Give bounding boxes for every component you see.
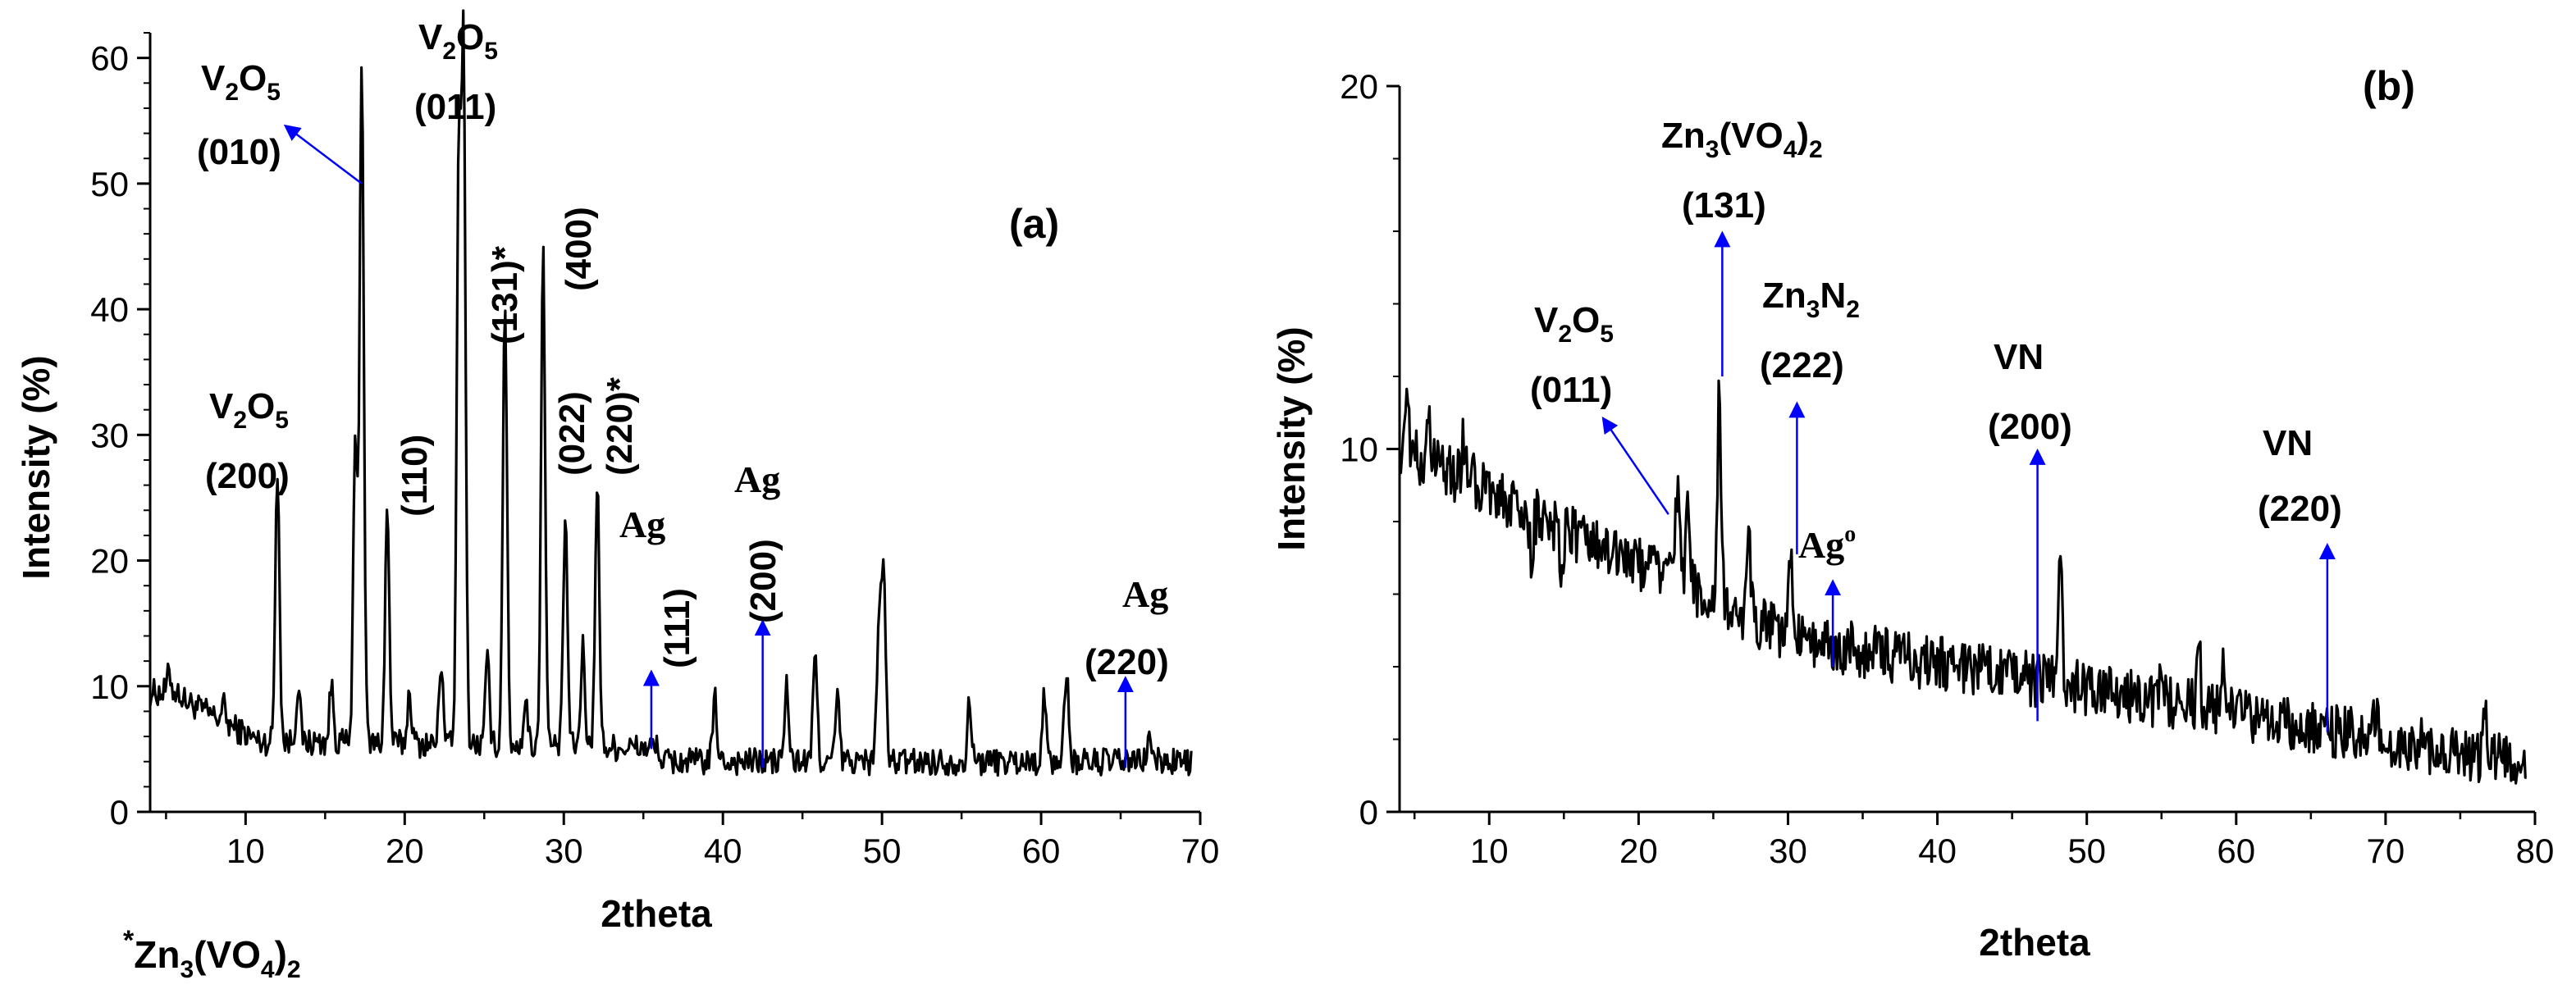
panel-a-footnote: *Zn3(VO4)2 xyxy=(123,925,301,983)
panel-a-arrows xyxy=(283,124,1134,768)
ann-b-zn3n2-formula: Zn3N2 xyxy=(1762,276,1860,323)
panel-b-x-tick-label: 30 xyxy=(1769,832,1807,870)
ann-b-zn3n2-index: (222) xyxy=(1760,345,1844,385)
ann-a-v2o5-010-index: (010) xyxy=(197,132,281,172)
annotation-b-zn3vo42-131: Zn3(VO4)2 (131) xyxy=(1661,116,1823,226)
panel-a-x-tick-label: 60 xyxy=(1022,832,1061,870)
ann-a-v2o5-200-index: (200) xyxy=(205,456,290,496)
panel-b-x-tick-label: 80 xyxy=(2516,832,2555,870)
ann-a-ag-220-index: (220) xyxy=(1085,642,1169,682)
ann-a-ag-200-index: (200) xyxy=(743,539,783,623)
ann-a-v2o5-011-formula: V2O5 xyxy=(418,17,498,65)
panel-b-x-tick-label: 10 xyxy=(1470,832,1509,870)
panel-a-annotation-arrow xyxy=(283,124,363,185)
annotation-b-vn-220: VN (220) xyxy=(2258,423,2342,529)
panel-a-y-axis-title: Intensity (%) xyxy=(15,355,57,579)
ann-a-131-star: (131)* xyxy=(485,245,525,344)
panel-a-x-tick-label: 20 xyxy=(386,832,424,870)
panel-a-y-tick-label: 10 xyxy=(90,668,129,706)
panel-a-y-tick-label: 0 xyxy=(110,793,129,832)
ann-a-400: (400) xyxy=(559,207,599,291)
ann-b-zn3vo42-index: (131) xyxy=(1682,185,1766,226)
panel-a-x-tick-label: 70 xyxy=(1181,832,1220,870)
panel-a-x-tick-label: 50 xyxy=(863,832,902,870)
annotation-b-v2o5-011: V2O5 (011) xyxy=(1530,300,1614,410)
panel-b-x-axis-title: 2theta xyxy=(1979,921,2090,964)
panel-a: 10 20 30 40 50 60 70 0 10 20 30 40 50 60 (a) 2theta I… xyxy=(15,9,1220,983)
panel-a-y-tick-label: 30 xyxy=(90,416,129,454)
panel-b-axes xyxy=(1398,86,2535,814)
panel-b-y-tick-label: 10 xyxy=(1340,431,1378,469)
annotation-a-v2o5-010: V2O5 (010) xyxy=(197,58,281,172)
panel-b-x-tick-label: 60 xyxy=(2217,832,2255,870)
annotation-a-v2o5-200: V2O5 (200) xyxy=(205,386,290,496)
panel-a-x-tick-label: 40 xyxy=(704,832,742,870)
panel-b-x-tick-label: 70 xyxy=(2367,832,2405,870)
panel-b-label: (b) xyxy=(2363,63,2415,109)
panel-a-y-tick-label: 60 xyxy=(90,39,129,78)
ann-b-vn-220-index: (220) xyxy=(2258,489,2342,529)
ann-a-v2o5-011-index: (011) xyxy=(414,87,496,127)
panel-a-x-axis-title: 2theta xyxy=(601,892,712,935)
panel-b-x-tick-label: 50 xyxy=(2067,832,2106,870)
panel-a-y-tick-label: 50 xyxy=(90,165,129,203)
panel-a-y-tick-label: 40 xyxy=(90,290,129,329)
panel-b-y-axis-title: Intensity (%) xyxy=(1270,326,1313,550)
annotation-b-zn3n2-222: Zn3N2 (222) xyxy=(1760,276,1860,385)
ann-b-vn-200-index: (200) xyxy=(1988,407,2072,447)
ann-b-vn-200-element: VN xyxy=(1994,337,2044,377)
ann-a-ag-200-element: Ag xyxy=(734,458,780,500)
panel-b-annotation-arrow xyxy=(1601,416,1669,515)
ann-b-v2o5-index: (011) xyxy=(1530,370,1612,410)
ann-b-ag0: Ago xyxy=(1798,522,1856,566)
ann-a-ag-220-element: Ag xyxy=(1122,573,1168,615)
ann-a-ag-111-element: Ag xyxy=(619,504,665,545)
panel-a-y-tick-label: 20 xyxy=(90,542,129,581)
panel-a-x-tick-label: 30 xyxy=(545,832,583,870)
annotation-b-vn-200: VN (200) xyxy=(1988,337,2072,447)
ann-b-v2o5-formula: V2O5 xyxy=(1534,300,1614,348)
panel-b-ticks: 10 20 30 40 50 60 70 80 0 10 20 xyxy=(1340,67,2554,870)
panel-b-x-tick-label: 20 xyxy=(1619,832,1658,870)
panel-a-label: (a) xyxy=(1009,201,1059,247)
annotation-a-v2o5-011: V2O5 (011) xyxy=(414,17,498,127)
panel-b-arrows xyxy=(1601,230,2336,732)
ann-a-110: (110) xyxy=(395,435,435,517)
panel-b-y-tick-label: 0 xyxy=(1359,793,1378,832)
panel-b-y-tick-label: 20 xyxy=(1340,67,1378,106)
panel-a-x-tick-label: 10 xyxy=(226,832,265,870)
panel-a-diffraction-trace xyxy=(148,9,1193,777)
panel-b: 10 20 30 40 50 60 70 80 0 10 20 (b) 2theta Intensi… xyxy=(1270,63,2554,964)
ann-a-v2o5-010-formula: V2O5 xyxy=(201,58,281,106)
panel-b-x-tick-label: 40 xyxy=(1918,832,1957,870)
ann-b-vn-220-element: VN xyxy=(2263,423,2313,463)
ann-a-220-star: (220)* xyxy=(600,376,640,476)
ann-a-ag-111-index: (111) xyxy=(657,588,697,668)
ann-a-022: (022) xyxy=(552,391,592,476)
ann-a-v2o5-200-formula: V2O5 xyxy=(209,386,289,434)
panel-b-diffraction-trace xyxy=(1399,379,2527,785)
panel-a-ticks: 10 20 30 40 50 60 70 0 10 20 30 40 50 60 xyxy=(90,32,1220,870)
ann-b-zn3vo42-formula: Zn3(VO4)2 xyxy=(1661,116,1823,163)
